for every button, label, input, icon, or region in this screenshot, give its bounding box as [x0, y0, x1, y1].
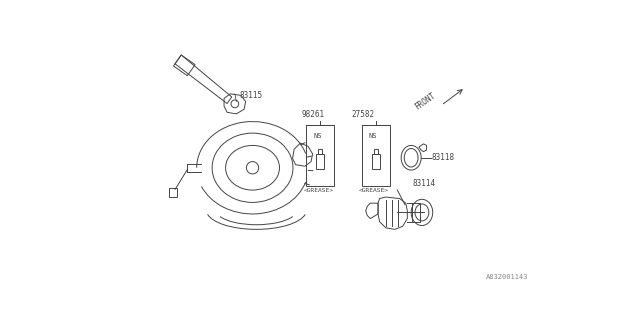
Text: NS: NS — [369, 133, 378, 139]
Text: 83115: 83115 — [239, 92, 262, 100]
Bar — [412, 203, 420, 222]
Bar — [316, 154, 324, 169]
Bar — [169, 188, 177, 197]
Bar — [372, 154, 380, 169]
Text: FRONT: FRONT — [413, 91, 437, 112]
Bar — [307, 124, 334, 186]
Text: 83118: 83118 — [432, 153, 455, 162]
Text: <GREASE>: <GREASE> — [359, 188, 388, 193]
Bar — [362, 124, 390, 186]
Text: NS: NS — [314, 133, 322, 139]
Text: 83114: 83114 — [413, 179, 436, 188]
Text: 98261: 98261 — [302, 110, 325, 119]
Bar — [374, 148, 378, 154]
Bar — [318, 148, 322, 154]
Text: 27582: 27582 — [351, 110, 374, 119]
Text: A832001143: A832001143 — [486, 275, 529, 280]
Text: <GREASE>: <GREASE> — [303, 188, 333, 193]
